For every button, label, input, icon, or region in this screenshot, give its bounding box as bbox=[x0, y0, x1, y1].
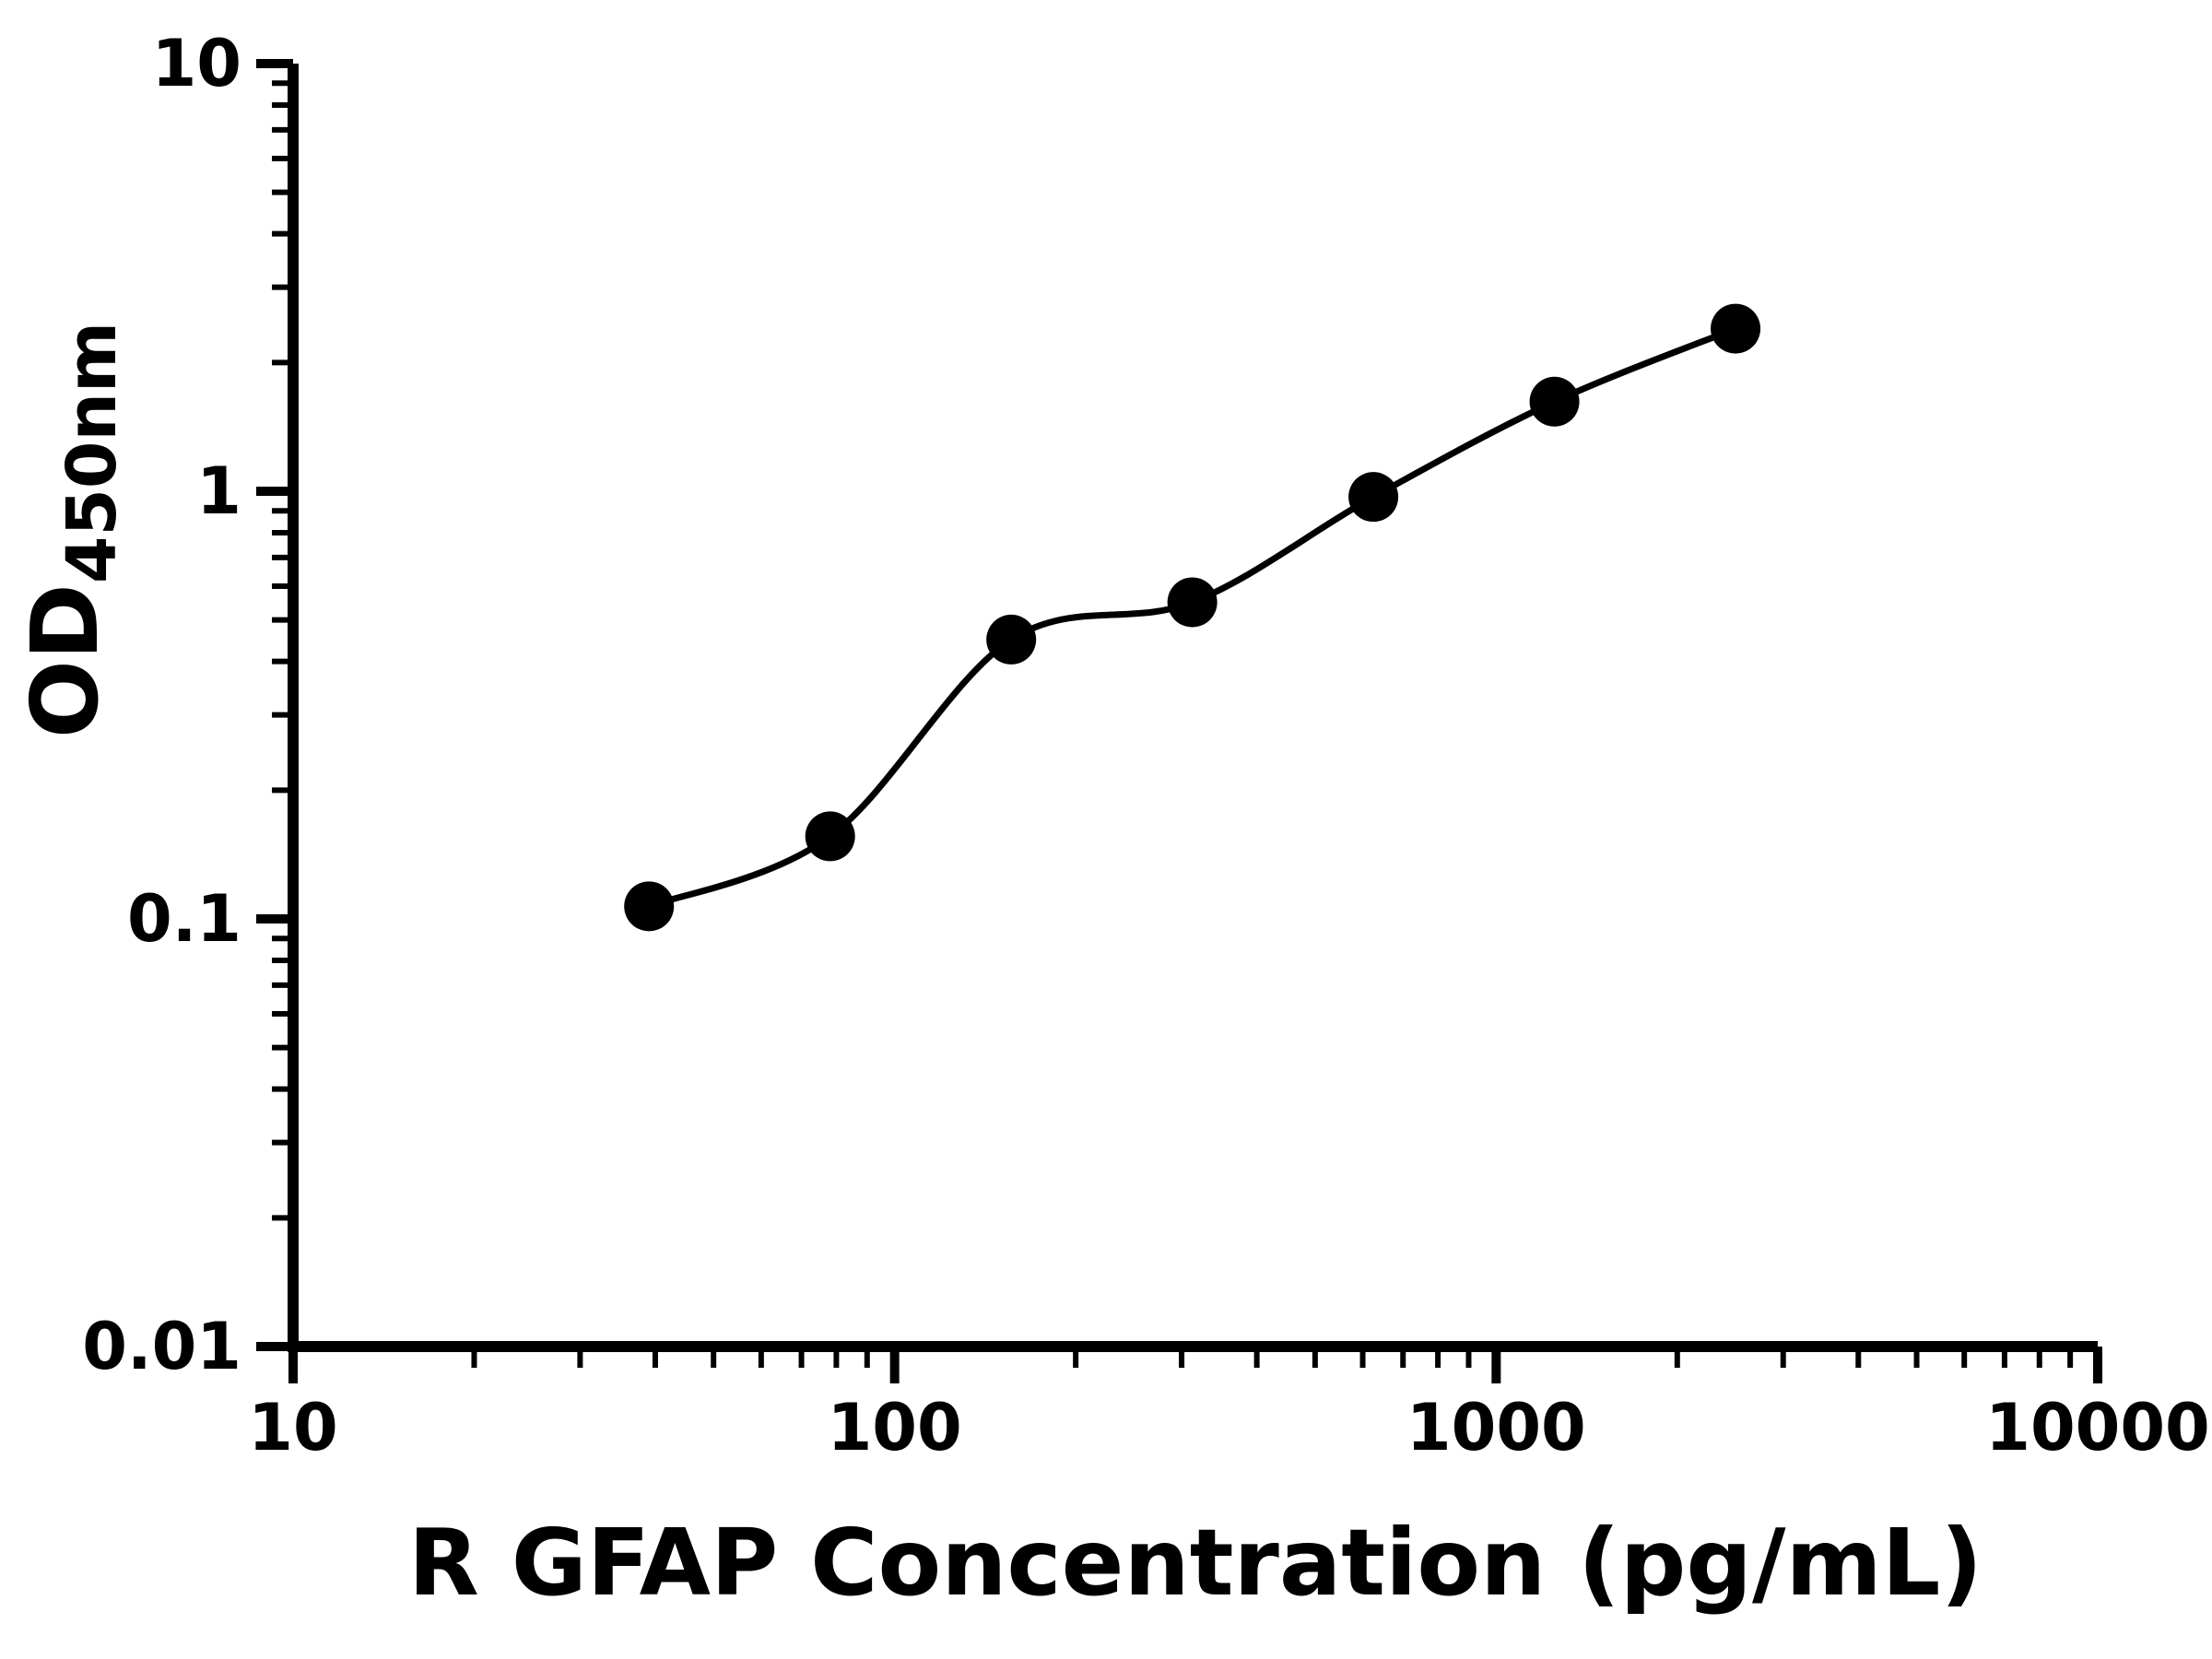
y-tick-label: 10 bbox=[152, 26, 241, 101]
data-point bbox=[1711, 303, 1761, 354]
data-point bbox=[1167, 577, 1218, 628]
data-point bbox=[986, 614, 1037, 665]
y-axis-title: OD450nm bbox=[11, 322, 132, 738]
y-tick-label: 0.01 bbox=[82, 1309, 241, 1384]
y-tick-label: 1 bbox=[196, 453, 241, 529]
x-tick-label: 10 bbox=[248, 1390, 337, 1465]
data-point bbox=[624, 881, 675, 932]
data-point bbox=[1529, 376, 1580, 427]
x-tick-label: 1000 bbox=[1406, 1390, 1586, 1465]
data-point bbox=[805, 811, 855, 862]
x-tick-label: 100 bbox=[828, 1390, 962, 1465]
data-point bbox=[1348, 472, 1399, 523]
x-axis-title: R GFAP Concentration (pg/mL) bbox=[408, 1509, 1983, 1617]
x-tick-label: 10000 bbox=[1985, 1390, 2210, 1465]
y-tick-label: 0.1 bbox=[127, 881, 241, 957]
